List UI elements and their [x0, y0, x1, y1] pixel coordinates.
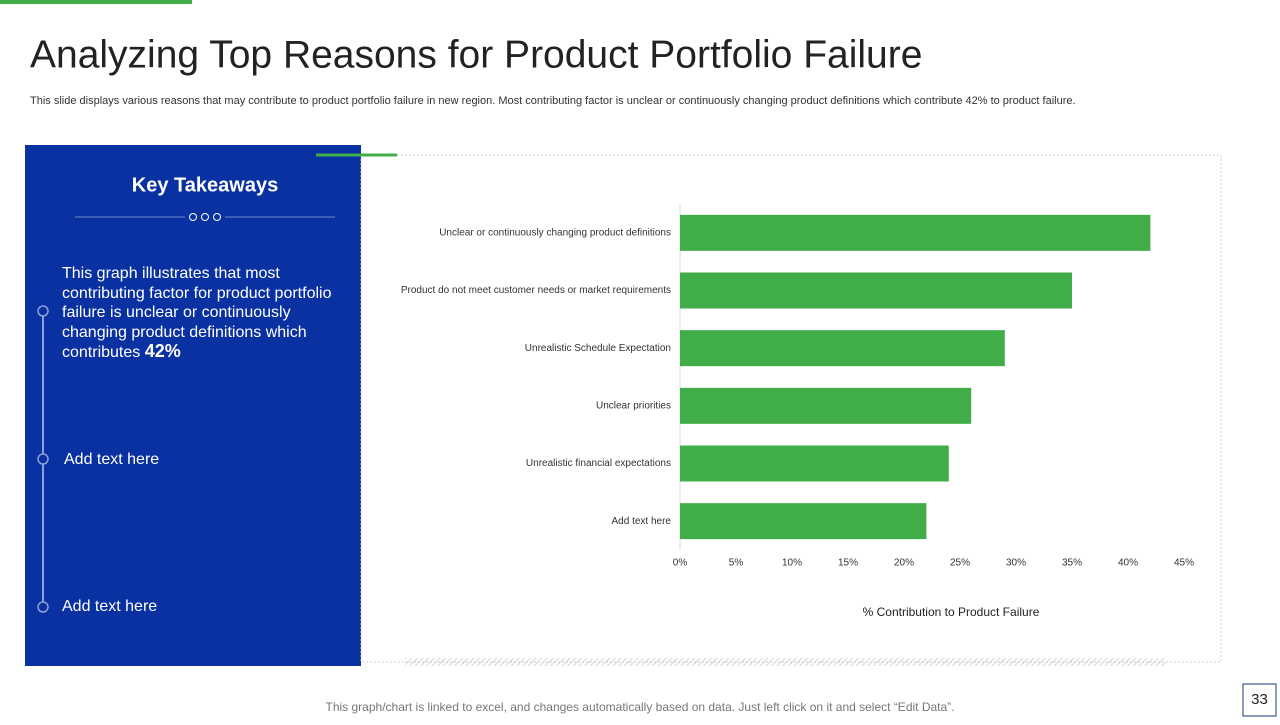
x-tick-label: 5% [729, 558, 744, 569]
x-tick-label: 15% [838, 558, 858, 569]
y-tick-label: Product do not meet customer needs or ma… [401, 285, 671, 296]
bar [680, 387, 972, 424]
takeaways-panel [25, 145, 361, 666]
timeline-nodes [37, 305, 49, 613]
x-axis-title: % Contribution to Product Failure [863, 605, 1040, 619]
x-tick-label: 20% [894, 558, 914, 569]
bar [680, 445, 949, 482]
page-number-box [1242, 683, 1277, 717]
x-tick-label: 30% [1006, 558, 1026, 569]
takeaway-3: Add text here [62, 598, 157, 615]
takeaway-text: This graph illustrates that most contrib… [62, 265, 332, 361]
bar [680, 503, 927, 540]
slide-subtitle: This slide displays various reasons that… [30, 95, 1076, 107]
x-tick-label: 25% [950, 558, 970, 569]
takeaways-heading: Key Takeaways [132, 174, 278, 196]
x-tick-label: 0% [673, 558, 688, 569]
y-tick-label: Unrealistic Schedule Expectation [525, 343, 671, 354]
slide-title: Analyzing Top Reasons for Product Portfo… [30, 33, 922, 76]
x-tick-label: 10% [782, 558, 802, 569]
x-tick-label: 45% [1174, 558, 1194, 569]
takeaway-2: Add text here [64, 451, 159, 468]
footer-note: This graph/chart is linked to excel, and… [326, 700, 955, 714]
takeaway-1-box: This graph illustrates that most contrib… [62, 264, 347, 363]
takeaway-1: This graph illustrates that most contrib… [62, 264, 347, 363]
accent-bar [0, 0, 192, 4]
y-tick-label: Unclear or continuously changing product… [439, 227, 671, 238]
bar [680, 214, 1151, 251]
y-tick-label: Unrealistic financial expectations [526, 458, 671, 469]
bar [680, 330, 1005, 367]
hatch-bar [405, 658, 1165, 666]
y-tick-label: Add text here [612, 516, 672, 527]
bar [680, 272, 1072, 309]
page-number: 33 [1251, 691, 1268, 708]
x-tick-label: 35% [1062, 558, 1082, 569]
y-tick-label: Unclear priorities [596, 400, 671, 411]
takeaway-highlight: 42% [144, 341, 181, 361]
x-tick-label: 40% [1118, 558, 1138, 569]
dots [189, 213, 221, 221]
